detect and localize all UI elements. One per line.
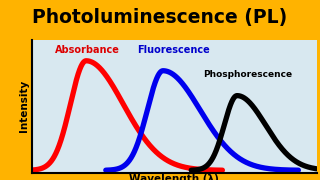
Text: Absorbance: Absorbance (55, 45, 120, 55)
Y-axis label: Intensity: Intensity (19, 80, 29, 132)
X-axis label: Wavelength (λ): Wavelength (λ) (130, 174, 219, 180)
Text: Photoluminescence (PL): Photoluminescence (PL) (32, 8, 288, 28)
Text: Phosphorescence: Phosphorescence (203, 70, 292, 79)
Text: Fluorescence: Fluorescence (137, 45, 210, 55)
